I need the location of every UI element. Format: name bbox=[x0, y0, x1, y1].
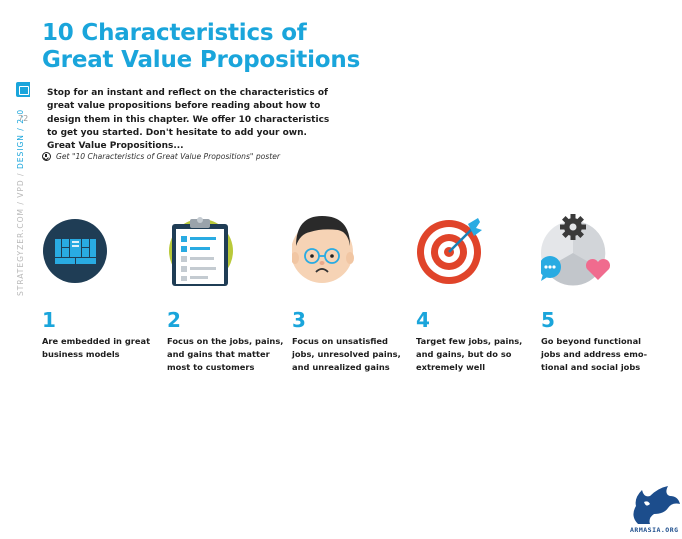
page-title-line2: Great Value Propositions bbox=[42, 47, 361, 73]
characteristic-number: 2 bbox=[167, 308, 181, 332]
logo-text: ARMASIA.ORG bbox=[630, 526, 679, 534]
page-title-line1: 10 Characteristics of bbox=[42, 20, 307, 46]
side-breadcrumb-prefix: STRATEGYZER.COM / VPD / bbox=[16, 169, 25, 296]
side-breadcrumb: STRATEGYZER.COM / VPD / DESIGN / 2.0 bbox=[16, 109, 28, 296]
unhappy-face-icon bbox=[291, 210, 362, 290]
characteristic-text: Focus on the jobs, pains, and gains that… bbox=[167, 336, 284, 372]
characteristic-text: Focus on unsatisfied jobs, unresolved pa… bbox=[292, 336, 401, 372]
characteristic-number: 5 bbox=[541, 308, 555, 332]
target-icon bbox=[416, 210, 486, 290]
armasia-logo bbox=[624, 484, 682, 536]
characteristic-text: Are embedded in great business models bbox=[42, 336, 151, 359]
business-model-canvas-icon bbox=[42, 210, 112, 290]
characteristic-2: 2 Focus on the jobs, pains, and gains th… bbox=[167, 210, 287, 372]
page-title: 10 Characteristics of Great Value Propos… bbox=[42, 20, 402, 74]
characteristic-5: 5 Go beyond functional jobs and address … bbox=[539, 210, 661, 372]
bookmark-tab-icon[interactable] bbox=[16, 82, 30, 97]
poster-download-link[interactable]: Get "10 Characteristics of Great Value P… bbox=[42, 152, 280, 161]
poster-link-text: Get "10 Characteristics of Great Value P… bbox=[56, 152, 281, 161]
side-breadcrumb-accent: DESIGN / 2.0 bbox=[16, 108, 25, 170]
characteristic-text: Target few jobs, pains, and gains, but d… bbox=[416, 336, 523, 372]
page-number: 72 bbox=[18, 114, 29, 123]
characteristic-number: 4 bbox=[416, 308, 430, 332]
intro-paragraph: Stop for an instant and reflect on the c… bbox=[47, 88, 330, 152]
characteristic-1: 1 Are embedded in great business models bbox=[42, 210, 162, 359]
characteristic-4: 4 Target few jobs, pains, and gains, but… bbox=[416, 210, 536, 372]
characteristic-number: 3 bbox=[292, 308, 306, 332]
characteristic-3: 3 Focus on unsatisfied jobs, unresolved … bbox=[291, 210, 412, 372]
clipboard-icon bbox=[167, 210, 237, 290]
characteristic-text: Go beyond functional jobs and address em… bbox=[541, 336, 648, 372]
gear-chat-heart-icon bbox=[539, 210, 611, 290]
characteristic-number: 1 bbox=[42, 308, 56, 332]
download-icon bbox=[42, 152, 51, 161]
